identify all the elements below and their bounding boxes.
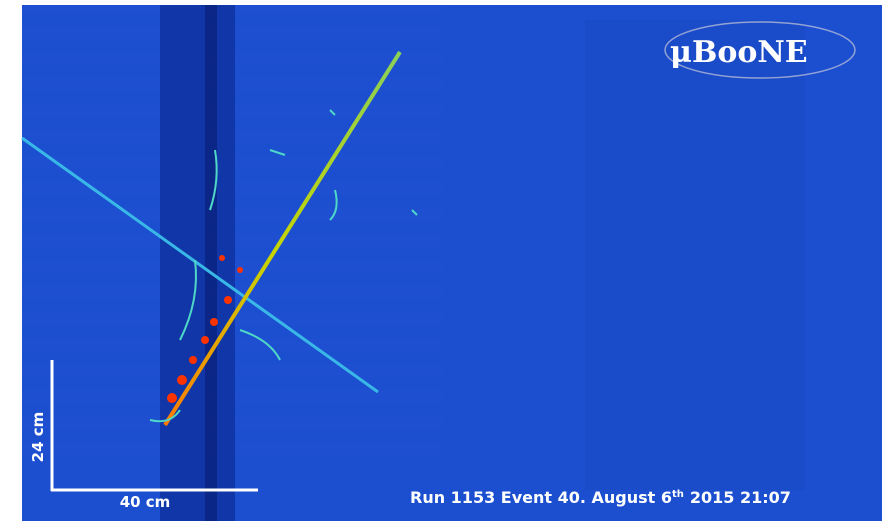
logo: μBooNE (670, 35, 808, 70)
caption-superscript: th (672, 489, 684, 500)
dead-wire-band (205, 5, 217, 521)
caption-text: 2015 21:07 (690, 488, 791, 507)
horizontal-scale-label: 40 cm (120, 493, 171, 511)
event-display: μBooNE 24 cm 40 cm Run 1153 Event 40. Au… (0, 0, 887, 523)
noisy-region (585, 20, 805, 490)
vertical-scale-label: 24 cm (29, 412, 47, 463)
caption: Run 1153 Event 40. August 6th 2015 21:07 (410, 488, 791, 507)
caption-text: Run 1153 Event 40. August 6 (410, 488, 672, 507)
